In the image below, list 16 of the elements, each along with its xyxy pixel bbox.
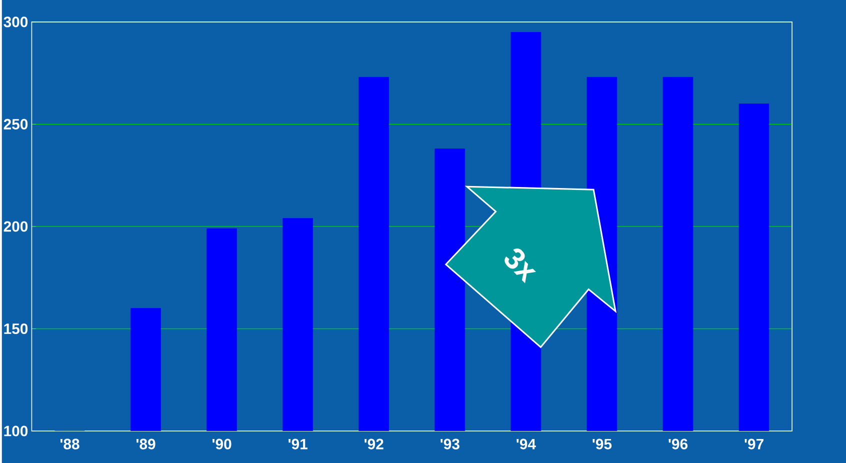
x-tick-label: '89 xyxy=(136,438,156,450)
x-tick-label: '91 xyxy=(288,438,308,450)
x-tick-label: '95 xyxy=(592,438,612,450)
y-tick-label: 250 xyxy=(4,118,28,130)
x-tick-label: '97 xyxy=(744,438,764,450)
x-tick-label: '88 xyxy=(60,438,80,450)
x-tick-label: '90 xyxy=(212,438,232,450)
y-tick-label: 150 xyxy=(4,324,28,334)
x-tick-label: '96 xyxy=(668,438,688,450)
x-tick-label: '94 xyxy=(516,438,536,450)
y-tick-label: 300 xyxy=(4,16,28,28)
y-tick-label: 200 xyxy=(4,221,28,232)
x-tick-label: '93 xyxy=(440,438,460,450)
y-tick-label: 100 xyxy=(4,426,28,436)
x-tick-label: '92 xyxy=(364,438,384,450)
annotation: 3x xyxy=(504,248,536,284)
